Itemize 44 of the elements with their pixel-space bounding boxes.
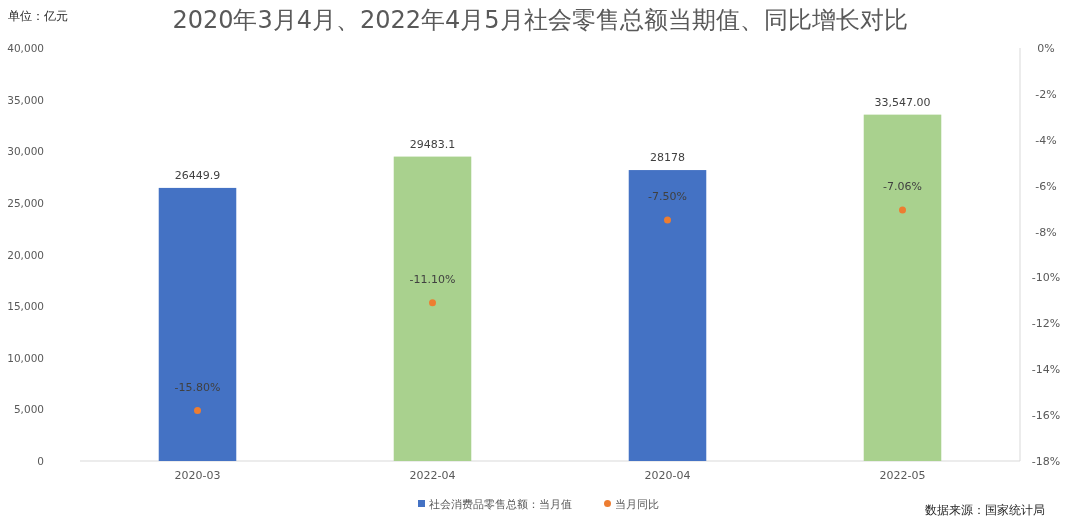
y2-tick-label: 0% (1037, 42, 1055, 55)
x-tick-label: 2020-04 (644, 469, 691, 482)
y2-tick-label: -6% (1035, 179, 1057, 193)
point (429, 299, 436, 307)
bar (628, 170, 707, 461)
y-tick-label: 5,000 (13, 403, 44, 416)
bar (863, 114, 942, 461)
y-tick-label: 25,000 (7, 196, 44, 209)
data-label: -11.10% (409, 272, 456, 286)
x-tick-label: 2022-05 (879, 469, 926, 482)
y-tick-label: 30,000 (7, 145, 44, 158)
point (664, 216, 671, 224)
x-tick-label: 2022-04 (409, 469, 456, 482)
chart-title: 2020年3月4月、2022年4月5月社会零售总额当期值、同比增长对比 (172, 6, 908, 34)
y2-tick-label: -16% (1031, 409, 1061, 423)
y2-tick-label: -18% (1031, 455, 1061, 468)
data-label: 29483.1 (409, 137, 456, 151)
y-tick-label: 35,000 (7, 93, 44, 106)
data-label: 33,547.00 (874, 95, 931, 109)
x-tick-label: 2020-03 (174, 469, 221, 482)
bar (158, 187, 237, 461)
y2-tick-label: -10% (1031, 271, 1061, 285)
y2-tick-label: -12% (1031, 317, 1061, 331)
y2-tick-label: -2% (1035, 87, 1057, 101)
point (194, 407, 201, 415)
y2-tick-label: -8% (1035, 225, 1057, 239)
data-label: -15.80% (174, 380, 221, 394)
bar (393, 156, 472, 461)
y2-tick-label: -4% (1035, 133, 1057, 147)
y-tick-label: 15,000 (7, 300, 44, 313)
text: 单位：亿元 (8, 9, 68, 23)
source-note: 数据来源：国家统计局 (925, 503, 1045, 517)
data-label: -7.50% (648, 190, 687, 204)
y-tick-label: 10,000 (7, 351, 44, 364)
y-tick-label: 40,000 (7, 42, 44, 54)
legend-label: 社会消费品零售总额：当月值 (429, 498, 572, 511)
data-label: 26449.9 (174, 168, 221, 182)
data-label: 28178 (650, 151, 685, 165)
legend-label: 当月同比 (615, 498, 659, 511)
y-tick-label: 20,000 (7, 248, 44, 261)
point (899, 206, 906, 214)
y2-tick-label: -14% (1031, 363, 1061, 377)
y-tick-label: 0 (37, 455, 44, 467)
data-label: -7.06% (883, 179, 922, 193)
